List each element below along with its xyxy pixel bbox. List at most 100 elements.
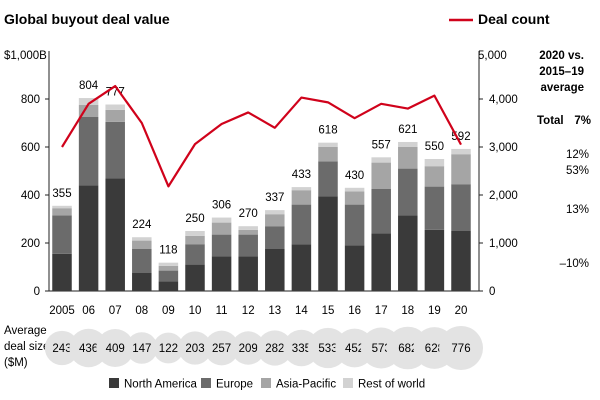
bar-asia-pacific-16 <box>344 191 365 205</box>
bar-north-america-12 <box>238 256 258 291</box>
deal-size-bubble-10 <box>178 331 212 365</box>
bar-rest-of-world-11 <box>211 217 232 223</box>
y-axis-unit-label: $1,000B <box>4 50 47 62</box>
x-tick-label-19: 19 <box>428 305 441 317</box>
bar-total-label-15: 618 <box>318 125 337 137</box>
bar-total-label-10: 250 <box>185 213 204 225</box>
deal-size-value-08: 147 <box>132 343 151 355</box>
bar-north-america-10 <box>185 264 205 291</box>
bar-asia-pacific-12 <box>238 229 258 235</box>
deal-size-value-06: 436 <box>79 343 98 355</box>
y2-tick-label-4: 4,000 <box>489 94 518 106</box>
bar-asia-pacific-18 <box>398 147 418 169</box>
deal-size-value-18: 682 <box>398 343 417 355</box>
growth-header-line1: 2020 vs. <box>539 50 584 62</box>
bar-asia-pacific-10 <box>185 235 205 245</box>
bar-europe-18 <box>398 168 418 216</box>
y-tick-label-4: 800 <box>21 94 40 106</box>
bar-rest-of-world-08 <box>132 237 152 241</box>
bar-asia-pacific-06 <box>78 105 99 117</box>
y-tick-label-0: 0 <box>34 286 40 298</box>
bar-north-america-14 <box>291 244 312 291</box>
growth-total-label: Total <box>537 115 564 127</box>
legend-swatch-europe <box>201 378 211 388</box>
deal-size-label-line2: deal size <box>4 341 49 353</box>
y-tick-label-2: 400 <box>21 190 40 202</box>
bar-rest-of-world-06 <box>78 98 99 105</box>
x-tick-label-18: 18 <box>401 305 414 317</box>
x-tick-label-09: 09 <box>162 305 175 317</box>
x-tick-label-15: 15 <box>322 305 335 317</box>
bar-total-label-13: 337 <box>265 192 284 204</box>
bar-europe-07 <box>105 121 125 179</box>
deal-size-value-15: 533 <box>318 343 337 355</box>
bar-europe-10 <box>185 244 205 265</box>
deal-size-label-line3: ($M) <box>4 357 28 369</box>
y2-tick-label-3: 3,000 <box>489 142 518 154</box>
deal-size-bubble-06 <box>69 328 108 368</box>
bar-north-america-11 <box>211 256 232 291</box>
growth-header-line3: average <box>541 82 584 94</box>
bar-asia-pacific-08 <box>132 240 152 249</box>
bar-rest-of-world-15 <box>318 142 338 147</box>
bar-asia-pacific-20 <box>451 154 471 185</box>
legend-label-north-america: North America <box>124 379 197 391</box>
bar-total-label-2005: 355 <box>52 188 71 200</box>
bar-asia-pacific-07 <box>105 109 125 122</box>
x-tick-label-2005: 2005 <box>49 305 75 317</box>
deal-size-bubble-08 <box>126 332 158 364</box>
x-tick-label-11: 11 <box>216 305 228 317</box>
growth-header-line2: 2015–19 <box>539 66 584 78</box>
growth-europe: 53% <box>566 165 589 177</box>
bar-total-label-19: 550 <box>425 141 444 153</box>
growth-total-value: 7% <box>574 115 591 127</box>
bar-europe-20 <box>451 184 471 231</box>
bar-europe-12 <box>238 234 258 257</box>
deal-count-legend-label: Deal count <box>478 11 550 27</box>
bar-europe-08 <box>132 249 152 273</box>
bar-rest-of-world-07 <box>105 104 125 110</box>
deal-size-value-11: 257 <box>212 343 231 355</box>
x-tick-label-12: 12 <box>242 305 255 317</box>
deal-size-bubble-2005 <box>44 330 80 366</box>
y-tick-label-3: 600 <box>21 142 40 154</box>
y2-tick-label-2: 2,000 <box>489 190 518 202</box>
bar-rest-of-world-2005 <box>52 205 72 209</box>
bar-rest-of-world-14 <box>291 187 312 191</box>
bar-total-label-14: 433 <box>292 169 311 181</box>
bar-asia-pacific-14 <box>291 190 312 205</box>
bar-total-label-12: 270 <box>239 208 258 220</box>
bar-north-america-08 <box>132 273 152 291</box>
x-tick-label-16: 16 <box>348 305 361 317</box>
deal-size-value-10: 203 <box>185 343 204 355</box>
growth-asia-pacific: 13% <box>566 204 589 216</box>
bar-north-america-07 <box>105 178 125 291</box>
bar-rest-of-world-18 <box>398 141 418 147</box>
deal-size-value-16: 452 <box>345 343 364 355</box>
bar-europe-17 <box>371 189 391 234</box>
deal-size-bubble-12 <box>231 331 265 365</box>
bar-total-label-11: 306 <box>212 200 231 212</box>
deal-size-bubble-09 <box>153 332 184 364</box>
legend-label-rest-of-world: Rest of world <box>358 379 425 391</box>
bar-rest-of-world-12 <box>238 226 258 230</box>
bar-rest-of-world-20 <box>451 148 471 155</box>
deal-size-bubble-20 <box>439 326 483 370</box>
bar-asia-pacific-2005 <box>52 208 72 216</box>
bar-north-america-18 <box>398 215 418 291</box>
x-tick-label-20: 20 <box>455 305 468 317</box>
bar-rest-of-world-10 <box>185 231 205 236</box>
y-tick-label-1: 200 <box>21 238 40 250</box>
bar-europe-09 <box>158 270 179 282</box>
bar-europe-16 <box>344 204 365 246</box>
bar-asia-pacific-13 <box>265 214 285 227</box>
bar-total-label-17: 557 <box>372 139 391 151</box>
y2-axis-top-label: 5,000 <box>478 50 507 62</box>
y2-tick-label-1: 1,000 <box>489 238 518 250</box>
deal-size-bubble-11 <box>204 330 239 366</box>
deal-size-value-14: 335 <box>292 343 311 355</box>
bar-europe-06 <box>78 117 99 186</box>
bar-north-america-06 <box>78 185 99 291</box>
legend-label-asia-pacific: Asia-Pacific <box>276 379 336 391</box>
x-tick-label-07: 07 <box>109 305 122 317</box>
